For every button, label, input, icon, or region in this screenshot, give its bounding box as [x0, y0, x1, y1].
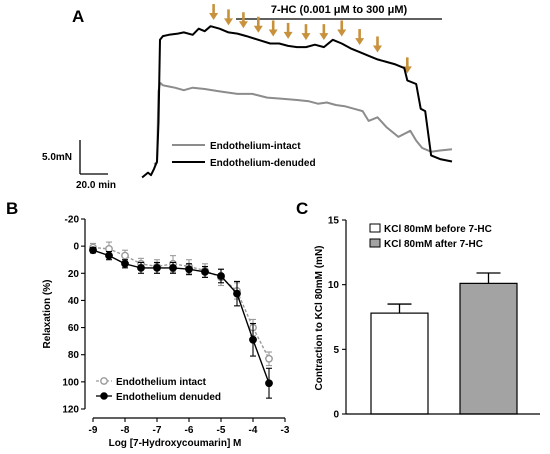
legend-marker-intact-b — [100, 377, 108, 385]
addition-arrow — [253, 16, 263, 33]
addition-arrow — [268, 20, 278, 37]
line-intact — [92, 246, 270, 360]
point-denuded — [137, 263, 145, 272]
legend-swatch-before — [369, 223, 381, 233]
panel-c-chart: C Contraction to KCl 80mM (mN) 0 5 10 15 KC… — [296, 199, 540, 421]
point-denuded — [217, 272, 225, 280]
legend-label-intact: Endothelium-intact — [210, 141, 301, 152]
addition-arrow — [238, 12, 248, 29]
c-y-tick-label: 5 — [333, 345, 339, 356]
point-denuded — [201, 268, 209, 276]
bar-before — [370, 303, 429, 415]
legend-label-denuded: Endothelium-denuded — [210, 158, 316, 169]
legend-label-before: KCl 80mM before 7-HC — [384, 224, 492, 235]
point-denuded — [185, 265, 193, 274]
point-denuded — [121, 259, 129, 268]
point-denuded — [105, 251, 113, 260]
x-tick-label: -3 — [281, 425, 290, 436]
y-tick-label: 80 — [68, 350, 80, 361]
point-denuded — [265, 379, 273, 388]
panel-a-trace: A 7-HC (0.001 μM to 300 μM) 5.0mN 20.0 m… — [42, 4, 453, 191]
panel-b-legend: Endothelium intact Endothelium denuded — [96, 377, 221, 403]
panel-c-bars — [370, 272, 518, 415]
legend-swatch-after — [369, 238, 381, 248]
point-denuded — [249, 335, 257, 344]
addition-arrow — [337, 20, 347, 37]
y-tick-label: 0 — [73, 242, 79, 253]
point-denuded — [89, 246, 97, 255]
panel-b-ylabel: Relaxation (%) — [42, 280, 53, 349]
point-intact — [265, 354, 273, 363]
panel-b-axes: -20 0 20 40 60 80 100 120 -9 -8 -7 -6 -5 -4 -3 — [62, 215, 290, 437]
x-tick-label: -5 — [217, 425, 226, 436]
panel-c-axes: 0 5 10 15 — [328, 216, 540, 421]
addition-arrow — [283, 22, 293, 39]
panel-b-xlabel: Log [7-Hydroxycoumarin] M — [109, 438, 242, 449]
trace-lines — [141, 25, 453, 179]
scale-bar-x-label: 20.0 min — [76, 180, 116, 191]
legend-label-intact-b: Endothelium intact — [116, 377, 207, 388]
y-tick-label: 120 — [62, 405, 79, 416]
point-denuded — [233, 289, 241, 298]
panel-c-ylabel: Contraction to KCl 80mM (mN) — [314, 246, 325, 391]
addition-arrow — [301, 24, 311, 41]
addition-arrow — [373, 36, 382, 53]
x-tick-label: -8 — [121, 425, 130, 436]
panel-b-series — [89, 241, 273, 399]
x-tick-label: -9 — [89, 425, 98, 436]
series-intact — [89, 241, 273, 367]
panel-b-letter: B — [6, 199, 18, 218]
y-tick-label: -20 — [65, 215, 80, 226]
legend-label-after: KCl 80mM after 7-HC — [384, 239, 483, 250]
trace-intact — [153, 81, 453, 165]
trace-denuded — [141, 25, 453, 179]
c-y-tick-label: 10 — [328, 280, 340, 291]
panel-b-chart: B Relaxation (%) Log [7-Hydroxycoumarin]… — [6, 199, 290, 449]
bar-after — [459, 272, 518, 415]
c-y-tick-label: 15 — [328, 216, 340, 227]
panel-a-letter: A — [72, 7, 84, 26]
addition-arrow — [224, 9, 233, 26]
y-tick-label: 60 — [68, 323, 80, 334]
addition-arrow — [319, 24, 329, 41]
scale-bar-y-label: 5.0mN — [42, 152, 72, 163]
x-tick-label: -6 — [185, 425, 194, 436]
treatment-label: 7-HC (0.001 μM to 300 μM) — [271, 4, 408, 16]
legend-label-denuded-b: Endothelium denuded — [116, 392, 221, 403]
point-denuded — [153, 263, 161, 272]
legend-marker-denuded-b — [100, 392, 108, 400]
x-tick-label: -4 — [249, 425, 258, 436]
point-intact — [121, 251, 129, 260]
line-denuded — [92, 249, 270, 384]
addition-arrow — [355, 29, 365, 46]
addition-arrow — [209, 4, 219, 21]
panel-c-letter: C — [296, 199, 308, 218]
panel-c-legend: KCl 80mM before 7-HC KCl 80mM after 7-HC — [369, 223, 492, 250]
y-tick-label: 20 — [68, 269, 80, 280]
y-tick-label: 100 — [62, 377, 79, 388]
y-tick-label: 40 — [68, 296, 80, 307]
point-denuded — [169, 263, 177, 272]
series-denuded — [89, 246, 273, 399]
c-y-tick-label: 0 — [333, 410, 339, 421]
x-tick-label: -7 — [153, 425, 162, 436]
